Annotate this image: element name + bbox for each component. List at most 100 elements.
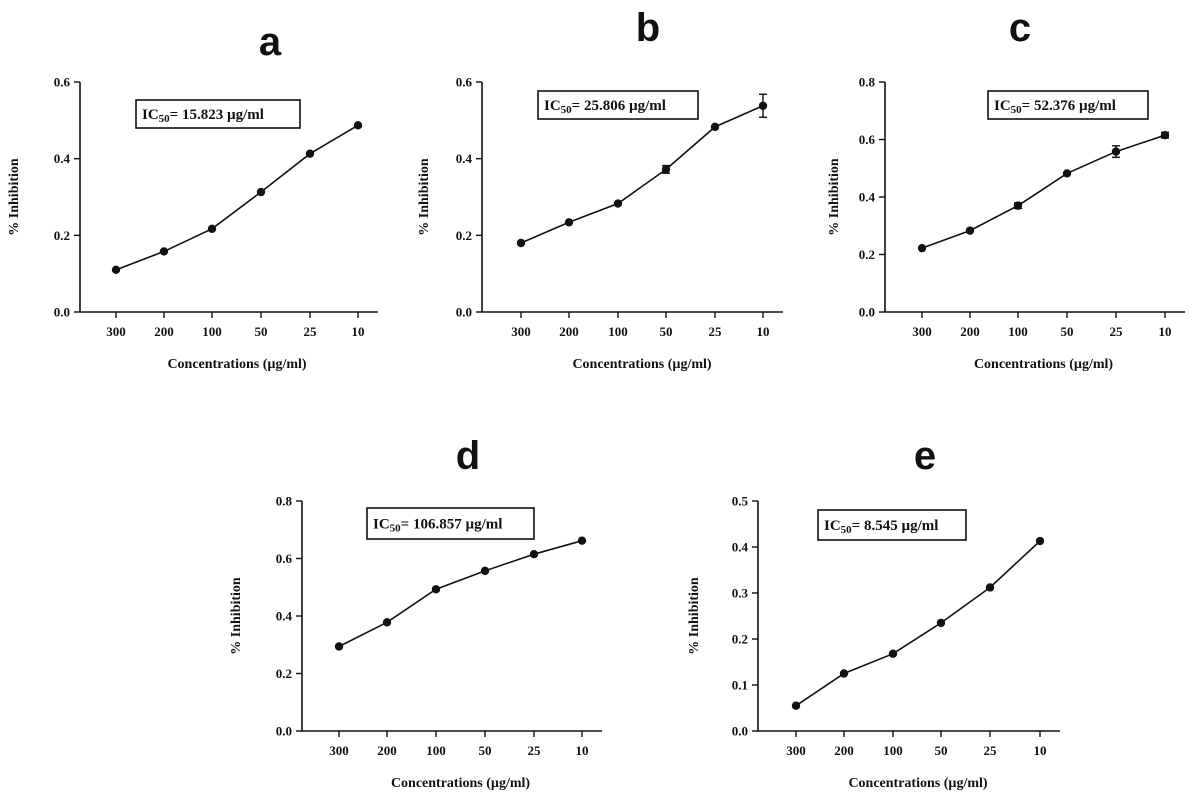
y-tick-label: 0.2 <box>859 247 875 262</box>
y-tick-label: 0.6 <box>456 75 473 90</box>
ic50-value: = 25.806 µg/ml <box>572 98 666 114</box>
ic50-box <box>987 90 1149 120</box>
ic50-value: = 106.857 µg/ml <box>401 517 503 533</box>
ic50-label: IC50= 106.857 µg/ml <box>373 517 502 535</box>
x-tick-label: 100 <box>426 743 446 758</box>
ic50-box <box>135 99 301 129</box>
y-tick-label: 0.1 <box>732 678 748 693</box>
x-tick-label: 25 <box>304 324 318 339</box>
y-axis-title: % Inhibition <box>827 158 842 236</box>
x-tick-label: 50 <box>255 324 268 339</box>
x-tick-label: 50 <box>935 743 948 758</box>
data-point <box>917 243 927 253</box>
x-tick-label: 300 <box>106 324 126 339</box>
data-point <box>207 224 217 234</box>
data-point <box>1013 201 1023 210</box>
data-point <box>1062 169 1072 178</box>
y-tick-label: 0.4 <box>732 540 749 555</box>
x-tick-label: 25 <box>709 324 723 339</box>
data-point <box>111 265 121 275</box>
ic50-prefix: IC <box>824 518 841 534</box>
series-line <box>795 540 1041 707</box>
x-tick-label: 300 <box>786 743 806 758</box>
x-tick-label: 100 <box>883 743 903 758</box>
panel-letter: e <box>914 434 936 478</box>
panel-c: c 0.0 0.2 0.4 0.6 0.8 300 200 100 50 25 10 Concentra… <box>827 6 1185 372</box>
ic50-value: = 52.376 µg/ml <box>1022 98 1116 114</box>
x-tick-label: 100 <box>1008 324 1028 339</box>
y-tick-label: 0.2 <box>54 228 70 243</box>
ic50-label: IC50= 15.823 µg/ml <box>142 107 264 125</box>
y-tick-label: 0.2 <box>276 666 292 681</box>
data-point <box>516 238 526 248</box>
y-tick-label: 0.0 <box>276 724 292 739</box>
y-tick-label: 0.4 <box>276 609 293 624</box>
ic50-prefix: IC <box>544 98 561 114</box>
ic50-prefix: IC <box>373 517 390 533</box>
x-tick-label: 300 <box>511 324 531 339</box>
data-point <box>353 121 363 130</box>
x-tick-label: 200 <box>559 324 579 339</box>
ic50-subscript: 50 <box>561 104 573 116</box>
panel-e: e 0.0 0.1 0.2 0.3 0.4 0.5 300 200 100 50 25 10 Concen… <box>687 434 1060 791</box>
ic50-subscript: 50 <box>841 524 853 536</box>
y-tick-label: 0.4 <box>54 151 71 166</box>
data-point <box>382 618 392 627</box>
x-tick-label: 300 <box>329 743 349 758</box>
data-point <box>965 226 975 235</box>
data-point <box>564 218 574 227</box>
panel-letter: a <box>259 20 282 64</box>
x-tick-label: 50 <box>660 324 673 339</box>
data-point <box>431 585 441 594</box>
panel-b: b 0.0 0.2 0.4 0.6 300 200 100 50 25 10 Concentratio… <box>417 6 783 372</box>
x-tick-label: 25 <box>528 743 542 758</box>
series-line <box>520 105 764 244</box>
x-tick-label: 10 <box>1159 324 1172 339</box>
y-tick-label: 0.4 <box>859 190 876 205</box>
y-tick-label: 0.3 <box>732 586 749 601</box>
data-point <box>577 536 587 545</box>
ic50-prefix: IC <box>142 107 159 123</box>
y-axis-title: % Inhibition <box>229 577 244 655</box>
series-line <box>338 539 583 648</box>
panel-d: d 0.0 0.2 0.4 0.6 0.8 300 200 100 50 25 10 Concentra… <box>229 434 602 791</box>
data-point <box>1111 147 1121 156</box>
x-axis-title: Concentrations (µg/ml) <box>572 357 711 372</box>
panel-a: a 0.0 0.2 0.4 0.6 300 200 100 50 25 10 Concentratio… <box>7 20 378 372</box>
x-tick-label: 25 <box>1110 324 1124 339</box>
y-tick-label: 0.6 <box>276 551 293 566</box>
y-tick-label: 0.2 <box>732 632 748 647</box>
panel-letter: d <box>456 434 480 478</box>
data-point <box>613 199 623 208</box>
y-axis-title: % Inhibition <box>417 158 432 236</box>
x-tick-label: 100 <box>608 324 628 339</box>
ic50-label: IC50= 25.806 µg/ml <box>544 98 666 116</box>
data-point <box>985 583 995 592</box>
x-tick-label: 50 <box>1061 324 1074 339</box>
ic50-subscript: 50 <box>1011 104 1023 116</box>
data-point <box>1160 130 1170 140</box>
data-point <box>305 149 315 158</box>
x-tick-label: 10 <box>352 324 365 339</box>
x-tick-label: 200 <box>377 743 397 758</box>
ic50-subscript: 50 <box>390 523 402 535</box>
data-point <box>839 669 849 678</box>
y-tick-label: 0.8 <box>276 494 293 509</box>
y-axis-title: % Inhibition <box>7 158 22 236</box>
x-tick-label: 50 <box>479 743 492 758</box>
x-tick-label: 25 <box>984 743 998 758</box>
data-point <box>256 187 266 197</box>
y-tick-label: 0.0 <box>859 305 875 320</box>
y-tick-label: 0.2 <box>456 228 472 243</box>
x-tick-label: 200 <box>834 743 854 758</box>
ic50-label: IC50= 52.376 µg/ml <box>994 98 1116 116</box>
x-tick-label: 10 <box>1034 743 1047 758</box>
x-tick-label: 10 <box>757 324 770 339</box>
data-point <box>888 649 898 658</box>
y-axis-title: % Inhibition <box>687 577 702 655</box>
ic50-subscript: 50 <box>159 113 171 125</box>
x-tick-label: 10 <box>576 743 589 758</box>
data-point <box>710 122 720 132</box>
ic50-label: IC50= 8.545 µg/ml <box>824 518 938 536</box>
